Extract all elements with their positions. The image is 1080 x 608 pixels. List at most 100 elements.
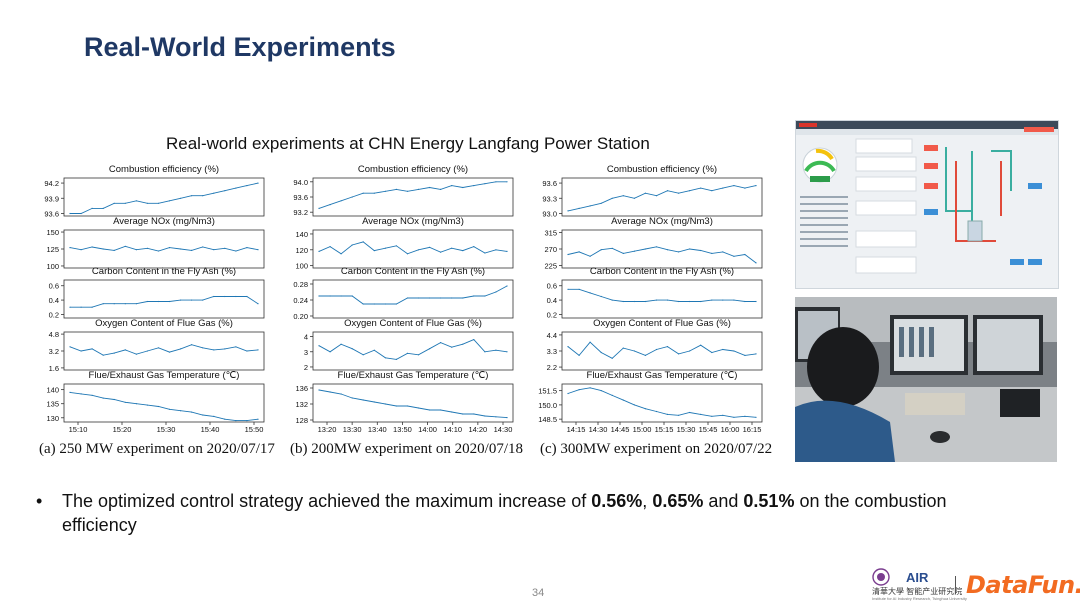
bullet-sep-1: , — [642, 491, 653, 511]
data-point — [655, 299, 658, 301]
subplot-frame — [63, 279, 265, 319]
data-point — [678, 300, 680, 303]
x-tick-label: 13:30 — [343, 425, 362, 434]
y-tick-label: 4 — [304, 333, 308, 342]
data-point — [495, 181, 497, 183]
x-tick-label: 14:45 — [611, 425, 630, 434]
data-point — [318, 295, 320, 297]
data-point — [600, 351, 602, 354]
data-point — [417, 249, 420, 251]
data-point — [362, 192, 364, 194]
data-point — [91, 207, 93, 209]
data-point — [235, 295, 237, 298]
data-point — [744, 354, 746, 356]
data-point — [157, 300, 160, 303]
data-point — [755, 262, 757, 264]
data-point — [246, 247, 248, 249]
y-tick-label: 130 — [46, 414, 59, 423]
data-point — [168, 408, 171, 410]
series-line — [318, 339, 508, 360]
data-point — [213, 249, 215, 251]
data-point — [733, 350, 735, 352]
subplot-title: Flue/Exhaust Gas Temperature (℃) — [338, 370, 489, 381]
x-tick-label: 15:30 — [157, 425, 176, 434]
data-point — [69, 346, 71, 348]
data-point — [417, 188, 420, 190]
data-point — [484, 295, 486, 297]
data-point — [578, 288, 580, 290]
data-point — [644, 408, 647, 410]
bullet-text-post: on the combustion efficiency — [62, 491, 947, 535]
data-point — [722, 348, 724, 351]
subplot-frame — [561, 383, 763, 423]
data-point — [644, 354, 647, 356]
y-tick-label: 140 — [46, 386, 59, 395]
data-point — [451, 346, 453, 348]
series-line — [318, 241, 508, 255]
data-point — [191, 195, 193, 197]
data-point — [395, 303, 397, 305]
data-point — [678, 414, 680, 416]
y-tick-label: 93.9 — [44, 194, 59, 203]
y-tick-label: 150.0 — [538, 401, 557, 410]
y-tick-label: 136 — [295, 384, 308, 393]
data-point — [384, 403, 386, 405]
x-tick-label: 16:00 — [721, 425, 740, 434]
data-point — [340, 200, 342, 202]
data-point — [113, 249, 115, 251]
data-point — [124, 349, 126, 351]
data-point — [213, 415, 215, 417]
datafun-logo: DataFun. — [966, 571, 1080, 599]
data-point — [351, 295, 353, 297]
data-point — [506, 250, 508, 252]
air-logo: AIR 清華大學 智能产业研究院 Institute for AI Indust… — [872, 568, 967, 601]
operator-illustration — [795, 297, 1057, 462]
data-point — [578, 207, 580, 209]
data-point — [755, 353, 757, 355]
data-point — [622, 195, 624, 197]
subplot-frame — [312, 331, 514, 371]
data-point — [213, 349, 215, 351]
subplot-frame — [63, 383, 265, 423]
y-tick-label: 3 — [304, 348, 308, 357]
data-point — [340, 295, 342, 297]
subplot-title: Carbon Content in the Fly Ash (%) — [590, 266, 734, 277]
data-point — [224, 190, 226, 192]
data-point — [451, 411, 453, 413]
y-tick-label: 120 — [295, 246, 308, 255]
data-point — [473, 413, 475, 415]
bullet-text: The optimized control strategy achieved … — [62, 489, 966, 537]
bullet-dot: • — [36, 491, 43, 511]
x-tick-label: 15:50 — [245, 425, 264, 434]
data-point — [711, 190, 713, 192]
data-point — [440, 188, 442, 190]
slide-subtitle: Real-world experiments at CHN Energy Lan… — [166, 134, 650, 153]
data-point — [644, 192, 647, 194]
subplot-frame — [561, 279, 763, 319]
data-point — [495, 416, 497, 418]
data-point — [91, 306, 93, 308]
data-point — [235, 187, 237, 189]
data-point — [102, 303, 104, 305]
data-point — [202, 414, 204, 416]
x-tick-label: 15:10 — [69, 425, 88, 434]
subplot-title: Flue/Exhaust Gas Temperature (℃) — [89, 370, 240, 381]
subplot-title: Flue/Exhaust Gas Temperature (℃) — [587, 370, 738, 381]
data-point — [417, 297, 420, 299]
data-point — [395, 245, 397, 247]
data-point — [633, 350, 636, 352]
data-point — [168, 247, 171, 249]
data-point — [633, 197, 636, 199]
data-point — [373, 192, 375, 194]
data-point — [440, 409, 442, 411]
data-point — [69, 247, 71, 249]
x-tick-label: 14:00 — [418, 425, 437, 434]
data-point — [678, 353, 680, 355]
data-point — [135, 353, 137, 355]
data-point — [440, 297, 442, 299]
series-line — [69, 391, 259, 422]
data-point — [340, 393, 342, 395]
data-point — [567, 210, 569, 212]
subplot-frame — [561, 177, 763, 217]
data-point — [700, 249, 702, 252]
